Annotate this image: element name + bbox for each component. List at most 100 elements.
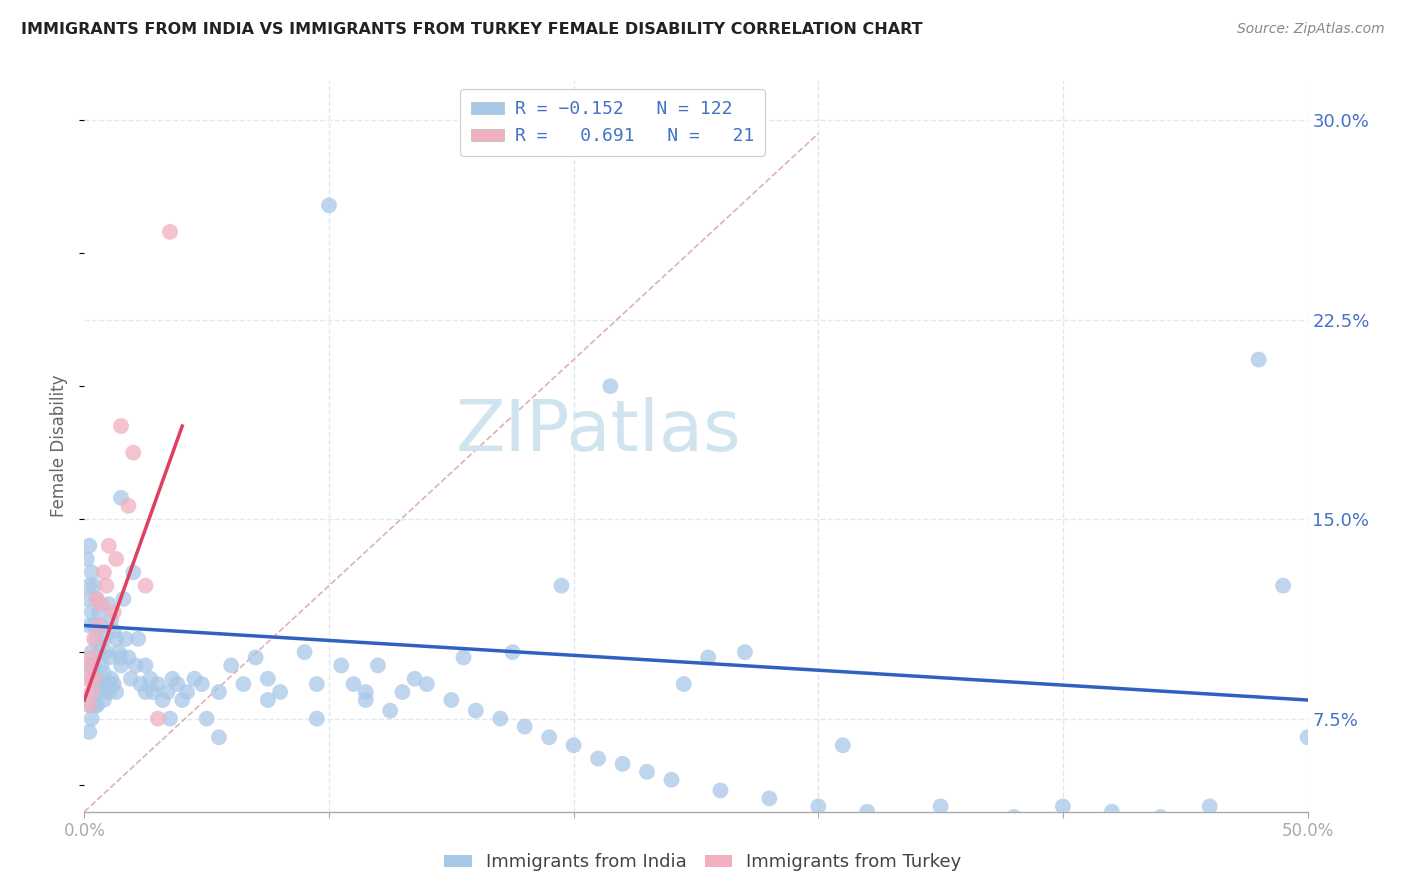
Point [87, 618, 110, 632]
Point [1002, 810, 1025, 824]
Point [464, 704, 486, 718]
Point [135, 579, 157, 593]
Point [107, 645, 129, 659]
Point [105, 552, 128, 566]
Point [127, 632, 149, 646]
Point [105, 632, 128, 646]
Point [80, 645, 103, 659]
Point [110, 491, 132, 505]
Point [112, 591, 135, 606]
Point [77, 539, 100, 553]
Point [77, 618, 100, 632]
Point [83, 672, 105, 686]
Point [146, 712, 169, 726]
Point [97, 597, 120, 611]
Point [305, 712, 328, 726]
Point [96, 645, 118, 659]
Point [77, 579, 100, 593]
Point [697, 650, 720, 665]
Point [191, 677, 214, 691]
Point [166, 677, 188, 691]
Point [86, 698, 108, 713]
Point [672, 677, 695, 691]
Point [90, 658, 112, 673]
Point [758, 791, 780, 805]
Point [453, 650, 475, 665]
Point [156, 685, 179, 699]
Point [661, 772, 683, 787]
Point [709, 783, 731, 797]
Point [245, 650, 267, 665]
Point [612, 756, 634, 771]
Point [139, 672, 162, 686]
Point [83, 632, 105, 646]
Point [93, 693, 115, 707]
Point [100, 613, 122, 627]
Point [1247, 352, 1270, 367]
Point [599, 379, 621, 393]
Point [96, 677, 118, 691]
Point [440, 693, 463, 707]
Point [831, 738, 853, 752]
Point [83, 618, 105, 632]
Point [929, 799, 952, 814]
Point [146, 677, 169, 691]
Point [513, 720, 536, 734]
Point [110, 419, 132, 434]
Point [86, 591, 108, 606]
Point [562, 738, 585, 752]
Point [1150, 810, 1173, 824]
Point [100, 672, 122, 686]
Point [586, 751, 609, 765]
Point [208, 685, 231, 699]
Point [152, 693, 174, 707]
Point [1272, 579, 1295, 593]
Point [103, 677, 125, 691]
Point [77, 658, 100, 673]
Point [318, 198, 340, 212]
Point [93, 666, 115, 681]
Point [135, 685, 157, 699]
Point [1296, 731, 1319, 745]
Text: ZIPatlas: ZIPatlas [456, 397, 741, 466]
Point [135, 658, 157, 673]
Point [80, 712, 103, 726]
Point [489, 712, 512, 726]
Point [1101, 805, 1123, 819]
Point [232, 677, 254, 691]
Point [115, 632, 138, 646]
Point [538, 731, 561, 745]
Point [807, 799, 830, 814]
Point [103, 624, 125, 638]
Point [219, 658, 242, 673]
Point [354, 685, 377, 699]
Point [330, 658, 353, 673]
Point [80, 605, 103, 619]
Point [142, 685, 165, 699]
Point [93, 566, 115, 580]
Point [86, 672, 108, 686]
Point [80, 672, 103, 686]
Point [129, 677, 152, 691]
Point [110, 650, 132, 665]
Point [77, 698, 100, 713]
Point [80, 566, 103, 580]
Point [80, 685, 103, 699]
Point [1198, 799, 1220, 814]
Point [97, 677, 120, 691]
Point [83, 579, 105, 593]
Point [354, 693, 377, 707]
Point [172, 693, 194, 707]
Point [380, 704, 402, 718]
Point [97, 650, 120, 665]
Point [404, 672, 426, 686]
Point [257, 672, 280, 686]
Point [117, 650, 139, 665]
Point [90, 685, 112, 699]
Point [76, 552, 98, 566]
Point [269, 685, 291, 699]
Point [97, 539, 120, 553]
Point [87, 605, 110, 619]
Point [77, 658, 100, 673]
Point [120, 672, 142, 686]
